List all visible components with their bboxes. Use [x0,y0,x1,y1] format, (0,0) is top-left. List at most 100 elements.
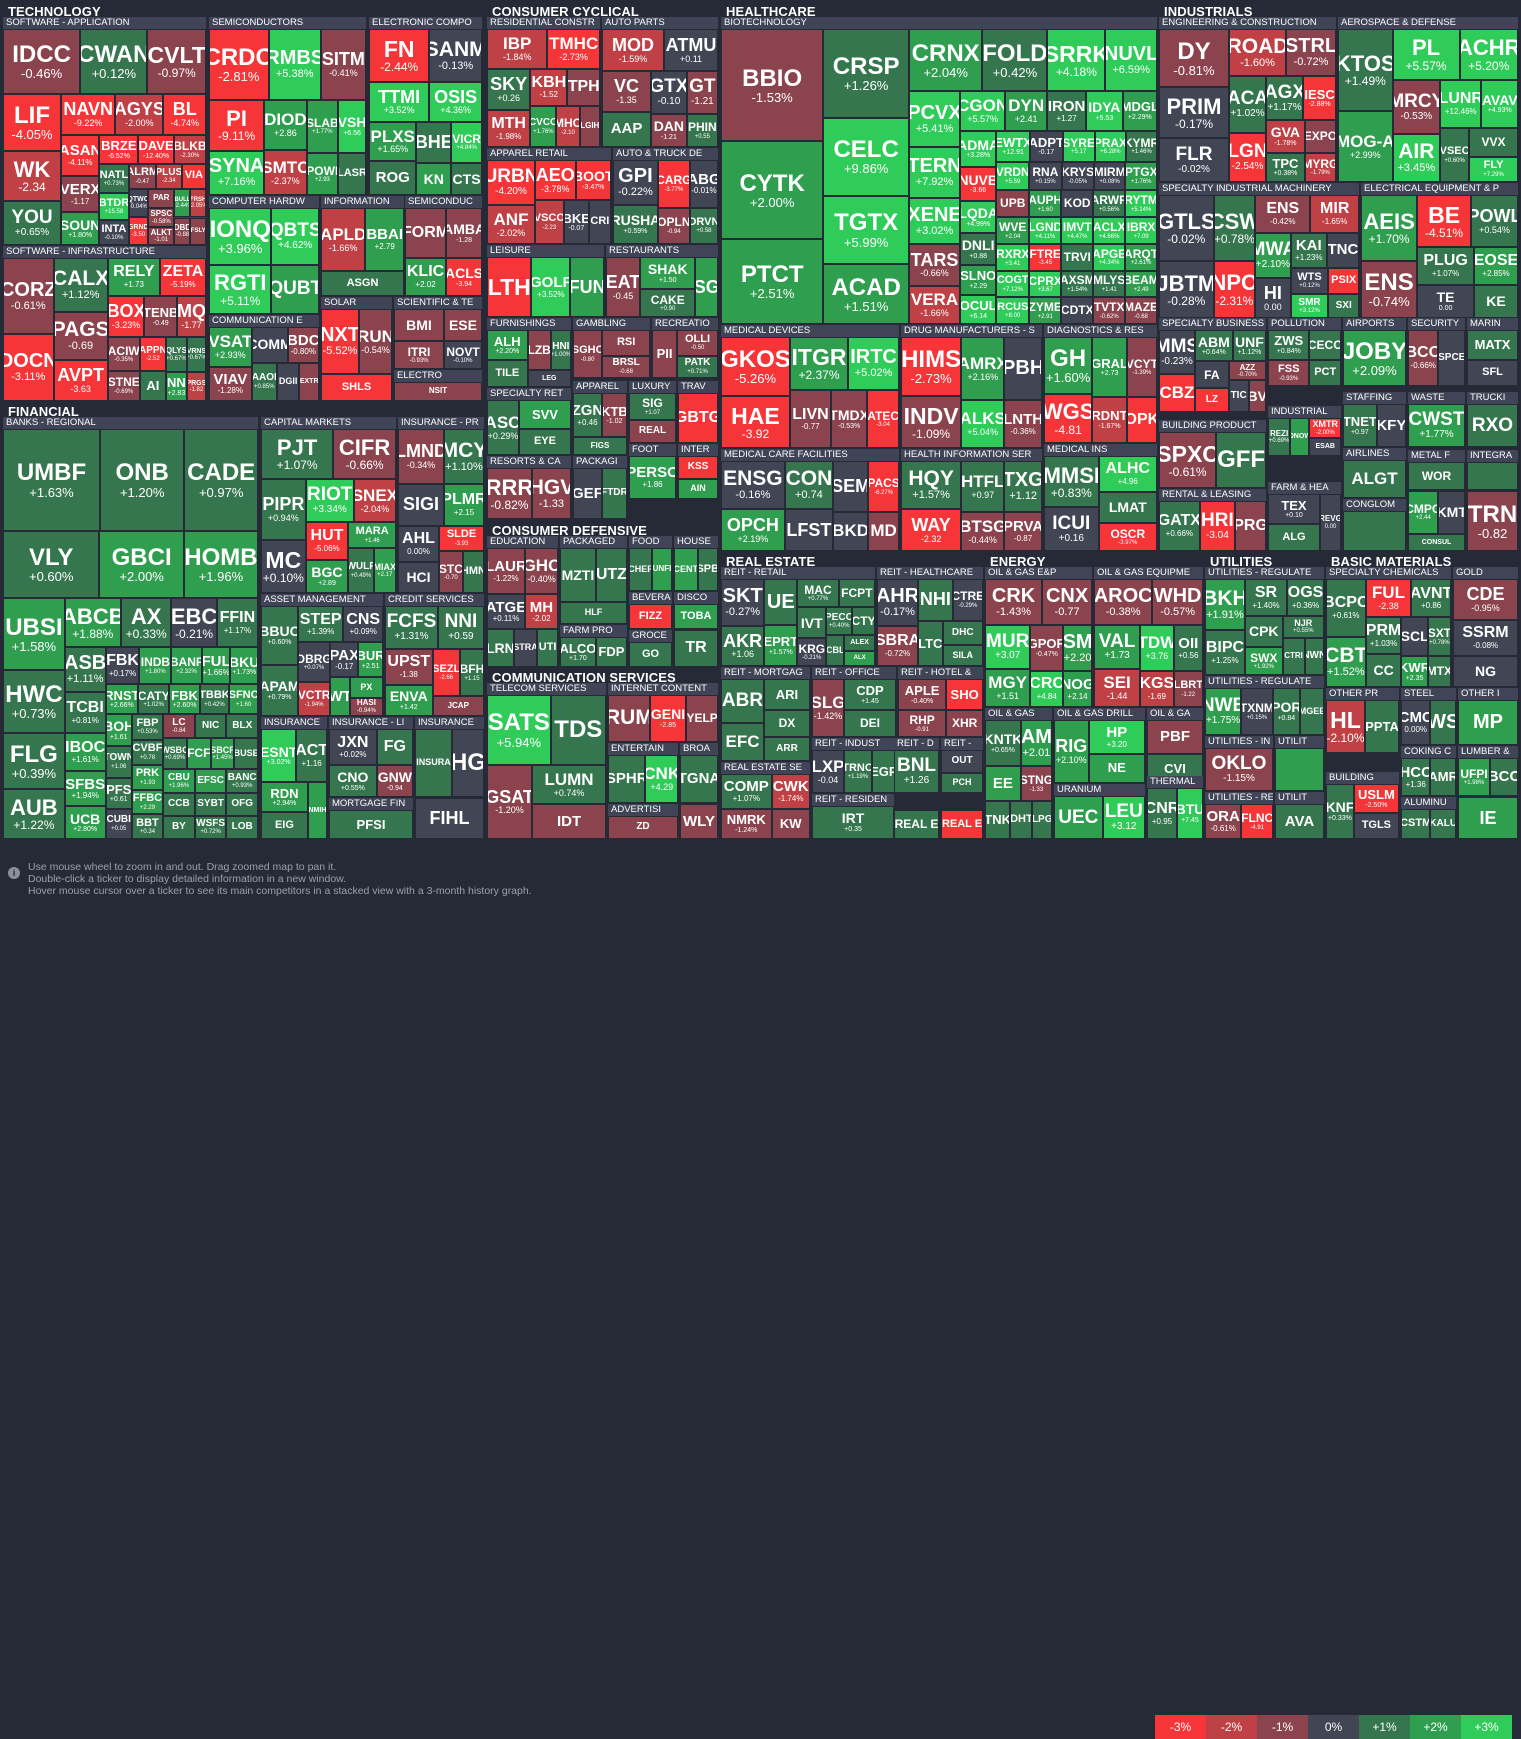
ticker-tile[interactable]: CBU +1.96% [163,769,195,793]
industry-group[interactable]: Residential Constr IBP -1.84% TMHC -2.73% SKY… [487,17,600,147]
industry-group[interactable]: REIT - D BNL +1.26 [894,738,939,793]
ticker-tile[interactable]: MIR -1.65% [1310,195,1359,233]
ticker-tile[interactable]: DY -0.81% [1159,29,1230,88]
ticker-tile[interactable]: TR [674,630,718,667]
ticker-tile[interactable]: OSCR -3.97% [1098,523,1157,551]
industry-group[interactable]: SecurityBCO-0.66%SPCE [1408,318,1465,386]
ticker-tile[interactable]: PX [349,677,383,698]
ticker-tile[interactable]: AZZ -0.70% [1228,361,1266,381]
ticker-tile[interactable]: QBTS+4.62% [271,208,319,265]
ticker-tile[interactable]: CAKE +0.90 [640,289,696,317]
ticker-tile[interactable]: PCH [941,772,983,793]
ticker-tile[interactable]: GFF [1216,432,1266,488]
ticker-tile[interactable]: RCUS +8.00 [996,297,1030,324]
ticker-tile[interactable]: DYN +2.41 [1005,90,1048,131]
industry-group[interactable]: Other Pr HL -2.10% PPTA [1326,688,1399,753]
ticker-tile[interactable]: TENB -0.49 [144,295,178,338]
ticker-tile[interactable]: WVE +2.04 [996,217,1030,244]
ticker-tile[interactable]: NHI [918,579,953,621]
industry-group[interactable]: SolarNXT-5.52%RUN-0.54%SHLS [321,297,392,401]
ticker-tile[interactable]: SHLS [321,374,392,401]
ticker-tile[interactable]: NMRK -1.24% [721,808,772,839]
ticker-tile[interactable]: ENS -0.74% [1361,260,1418,318]
ticker-tile[interactable]: IDCC -0.46% [3,29,81,94]
ticker-tile[interactable]: MC +0.10% [261,539,306,593]
industry-group[interactable]: InsuranceINSURAHG [415,717,484,797]
ticker-tile[interactable]: ENVA +1.42 [385,684,433,716]
industry-group[interactable]: Insurance - Li JXN +0.02% CNO +0.55% FG GNW -0.… [329,717,413,797]
ticker-tile[interactable]: INSURA [415,729,452,797]
ticker-tile[interactable]: MGEE [1300,688,1324,735]
ticker-tile[interactable]: VICR +4.84% [451,121,482,163]
ticker-tile[interactable]: REZI +0.69% [1268,418,1291,456]
ticker-tile[interactable]: CDTX [1061,297,1094,324]
ticker-tile[interactable]: CVBF +0.78 [131,739,163,765]
industry-group[interactable]: Apparel ZGN +0.46 KTB -1.02 FIGS [573,381,627,455]
industry-group[interactable]: Banks - Regional UMBF +1.63% ONB +1.20% CADE +… [3,417,258,839]
industry-group[interactable]: Disco TOBA [674,592,718,629]
ticker-tile[interactable]: HCI [398,561,439,593]
ticker-tile[interactable]: FCF [186,737,211,770]
ticker-tile[interactable]: WGS -4.81 [1044,393,1093,443]
ticker-tile[interactable]: AROC -0.38% [1094,579,1153,625]
industry-group[interactable]: REIT - IndustLXP-0.04TRNO+1.19%EGP [812,738,896,793]
ticker-tile[interactable]: AMRX+2.16% [961,337,1005,400]
ticker-tile[interactable]: ALX [844,651,875,666]
industry-group[interactable]: Aerospace & DefenseKTOS+1.49%MOG-A+2.99%… [1338,17,1518,182]
ticker-tile[interactable]: PCVX +5.41% [908,90,961,148]
ticker-tile[interactable]: PFS +0.61 [105,777,132,809]
ticker-tile[interactable]: NNI +0.59 [437,606,484,649]
ticker-tile[interactable]: SFBS +1.94% [64,771,106,807]
ticker-tile[interactable]: BEAM +2.49 [1125,270,1157,298]
ticker-tile[interactable]: KLIC +2.02 [405,257,447,296]
ticker-tile[interactable]: AEIS +1.70% [1361,195,1418,261]
ticker-tile[interactable]: OKLO -1.15% [1205,748,1273,791]
industry-group[interactable]: SemiconductorsCRDO-2.81%RMBS+5.38%SITM-0… [209,17,366,195]
ticker-tile[interactable]: AUB +1.22% [3,789,65,839]
industry-group[interactable]: REIT - Office SLG -1.42% CDP +1.45 DEI [812,667,896,737]
ticker-tile[interactable]: HLF [560,602,627,624]
ticker-tile[interactable]: XHR [946,709,983,737]
ticker-tile[interactable]: OPLN -0.94 [657,207,690,244]
ticker-tile[interactable]: AAP [602,111,652,147]
industry-group[interactable]: Uranium UEC LEU +3.12 [1054,784,1145,839]
ticker-tile[interactable]: FTDR [601,468,627,519]
ticker-tile[interactable]: CPRX +3.67 [1029,270,1062,298]
ticker-tile[interactable]: UPST -1.38 [385,648,433,685]
ticker-tile[interactable]: NN +2.83 [165,371,187,401]
ticker-tile[interactable]: ALHC +4.96 [1098,456,1157,492]
ticker-tile[interactable]: HL -2.10% [1326,700,1366,753]
ticker-tile[interactable]: OLLI -0.50 [677,330,718,356]
ticker-tile[interactable]: ALRM-0.47 [128,163,156,189]
ticker-tile[interactable]: CC [1365,654,1402,687]
ticker-tile[interactable]: PRAX +6.28% [1094,130,1127,162]
ticker-tile[interactable]: MYRG-1.79% [1304,152,1336,182]
ticker-tile[interactable]: EFC [721,722,764,761]
ticker-tile[interactable]: EOSE +2.85% [1473,247,1518,285]
ticker-tile[interactable]: NOVT -0.10% [443,341,482,369]
ticker-tile[interactable]: IBP -1.84% [487,29,548,69]
industry-group[interactable]: REIT - Mortgag ABR EFC ARI DX ARR [721,667,810,761]
ticker-tile[interactable]: TMDX -0.53% [831,390,868,448]
ticker-tile[interactable]: LASR [337,152,366,195]
ticker-tile[interactable]: APLD -1.66% [321,208,366,271]
ticker-tile[interactable]: GRND -3.50 [128,217,149,245]
ticker-tile[interactable]: SHO [946,679,983,710]
ticker-tile[interactable]: REVG 0.00 [1319,494,1341,551]
ticker-tile[interactable]: AHR -0.17% [877,579,919,626]
ticker-tile[interactable]: EWTX+12.91 [996,130,1030,162]
ticker-tile[interactable]: MUR +3.07 [985,624,1031,669]
ticker-tile[interactable]: AIR +3.45% [1392,134,1441,182]
ticker-tile[interactable]: RIOT +3.34% [305,478,354,522]
ticker-tile[interactable]: COMM [251,327,288,363]
industry-group[interactable]: REIT - Retail SKT -0.27% AKR +1.06 UE EPRT +1.5… [721,567,875,666]
ticker-tile[interactable]: BV [1248,380,1266,412]
industry-group[interactable]: Insurance - PRLMND-0.34%MCY+1.10%SIGIPLM… [398,417,484,593]
ticker-tile[interactable]: SCL [1401,617,1428,657]
ticker-tile[interactable]: NWE+1.75% [1205,688,1242,735]
ticker-tile[interactable]: MDGL+2.29% [1122,90,1157,131]
industry-group[interactable]: Telecom Services SATS +5.94% TDS GSAT -1.20% L… [487,683,606,839]
